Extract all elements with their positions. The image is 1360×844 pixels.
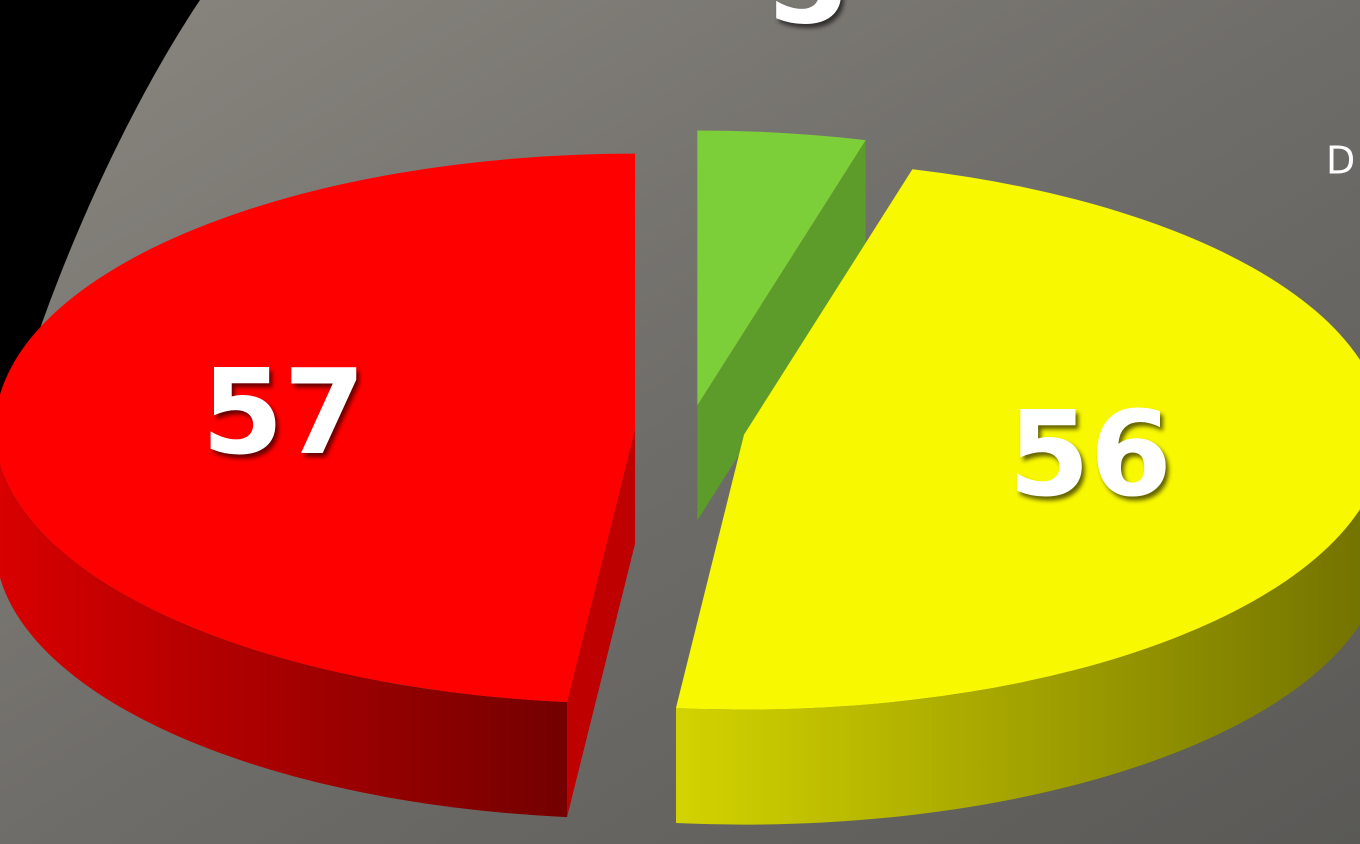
slice — [0, 153, 636, 703]
data-label: 5 — [767, 0, 849, 51]
data-label: 57 — [201, 343, 365, 481]
data-label: 56 — [1008, 385, 1172, 523]
annotation: D — [1326, 139, 1355, 183]
slice-wall — [676, 509, 1360, 825]
pie-tops — [0, 130, 1360, 710]
slice-wall — [0, 462, 568, 818]
slice-face — [567, 428, 636, 818]
slice — [697, 130, 866, 406]
slice — [676, 169, 1360, 710]
slice-face — [697, 140, 866, 521]
